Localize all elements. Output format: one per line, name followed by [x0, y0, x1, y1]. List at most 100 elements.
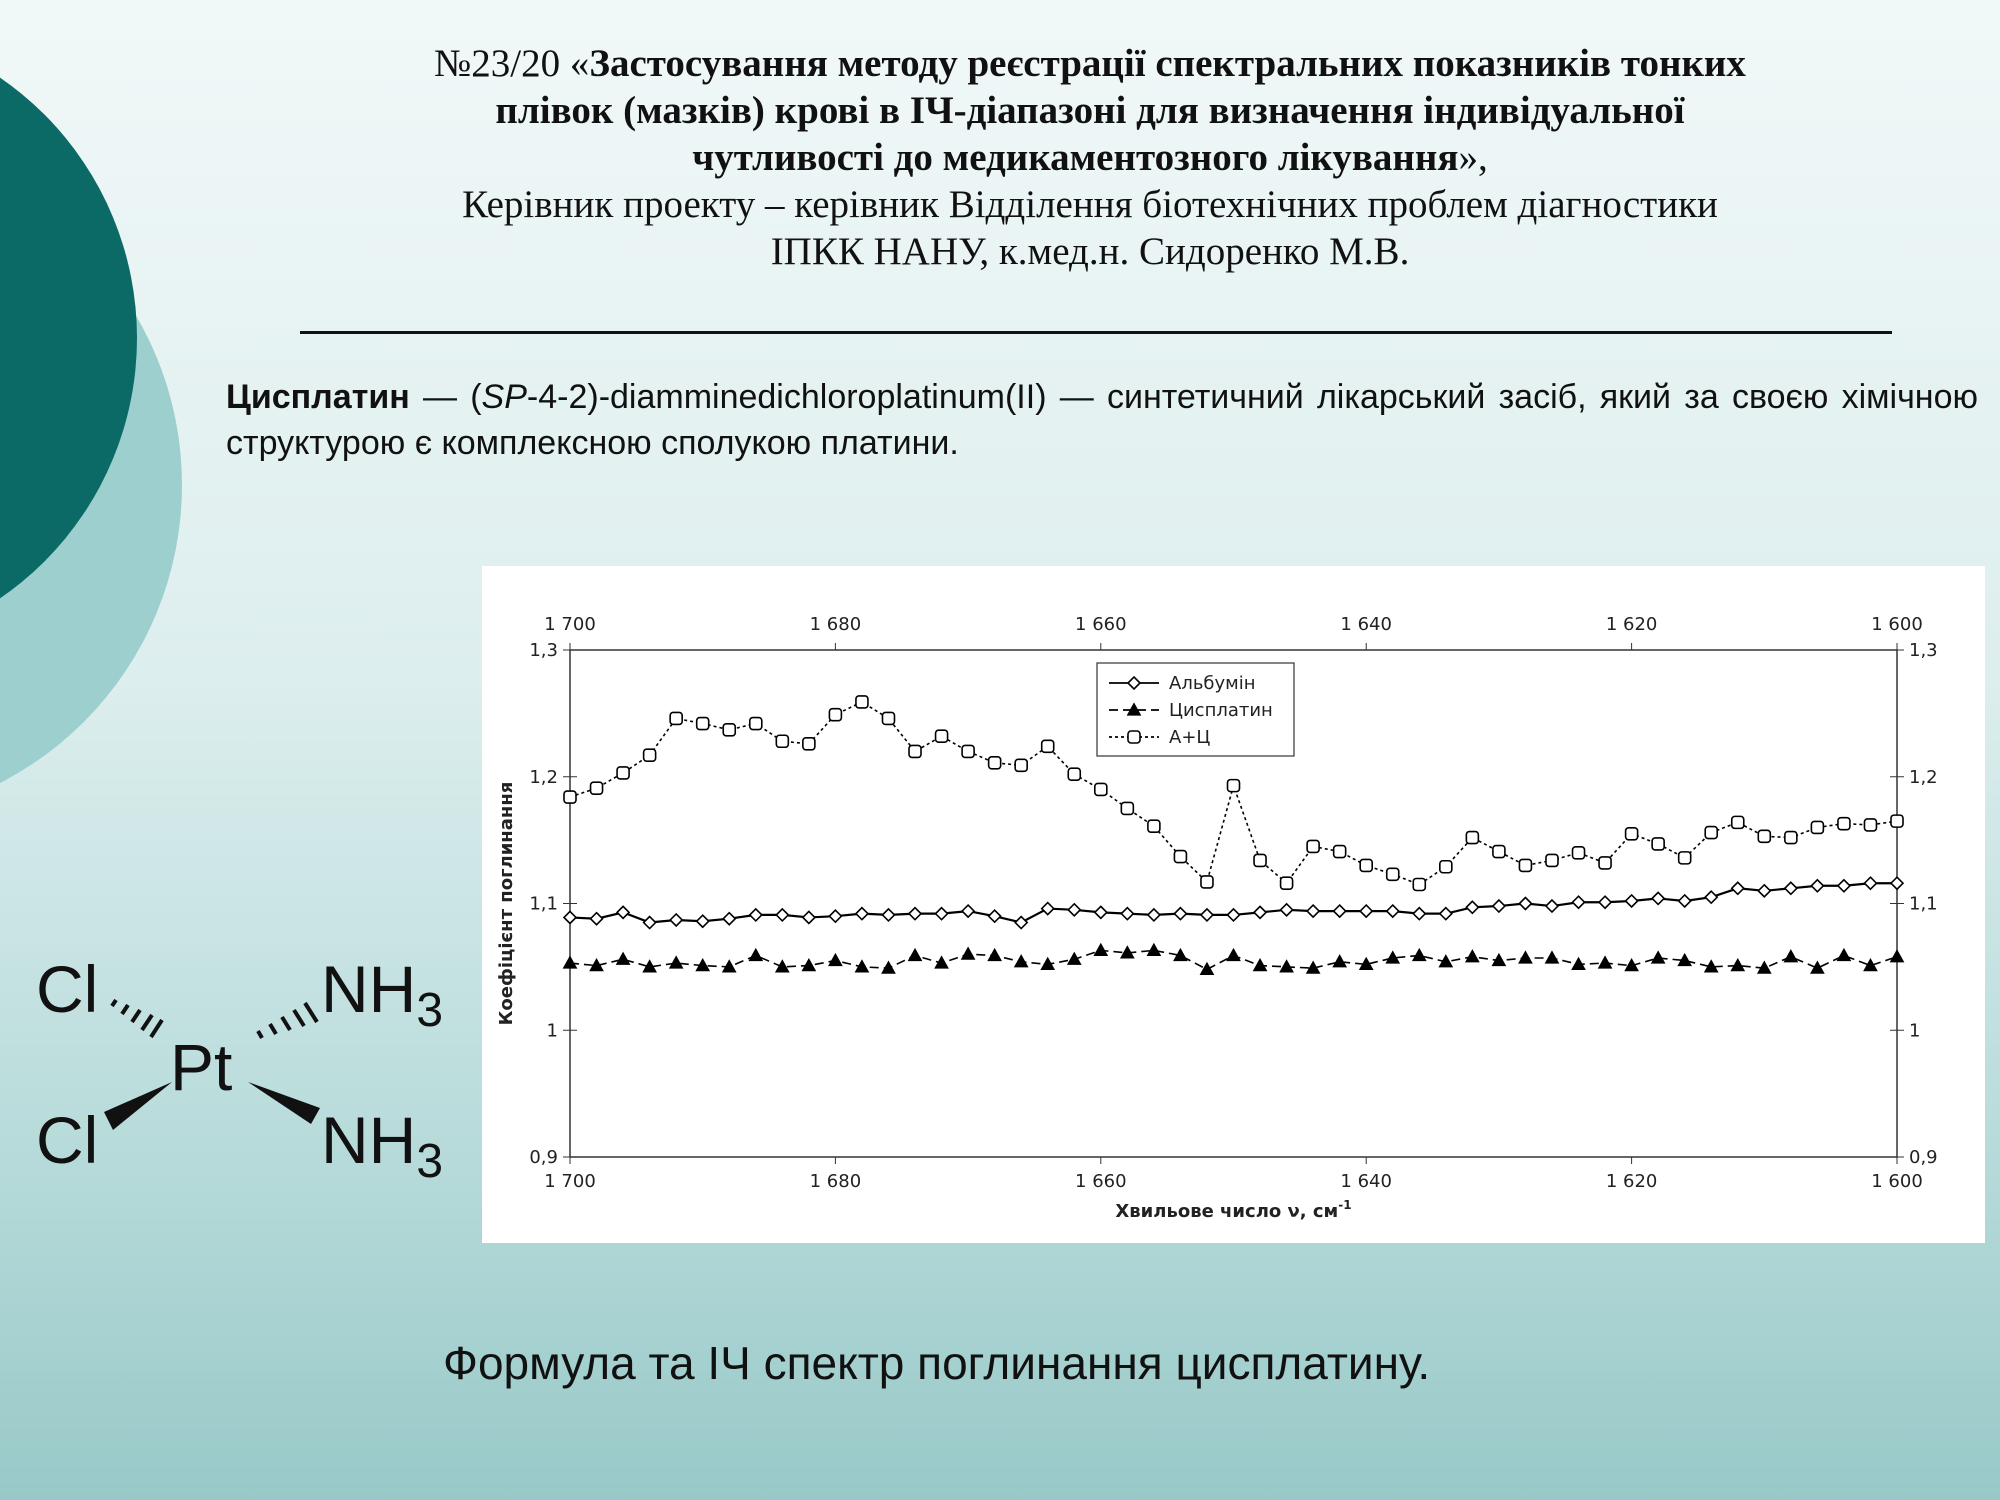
- marker: [801, 910, 816, 925]
- marker: [1199, 907, 1215, 923]
- marker: [1624, 957, 1639, 972]
- marker: [1465, 830, 1480, 845]
- marker: [1704, 890, 1719, 905]
- marker: [1491, 898, 1507, 914]
- decoration: [0, 77, 182, 783]
- marker: [1358, 956, 1374, 970]
- x-tick-label: 1 680: [810, 1171, 862, 1192]
- marker: [1439, 859, 1453, 874]
- marker: [1306, 839, 1320, 854]
- marker: [775, 734, 790, 749]
- marker: [934, 955, 949, 969]
- marker: [1040, 739, 1055, 754]
- marker: [1014, 758, 1028, 773]
- marker: [1890, 814, 1904, 828]
- marker: [1013, 954, 1029, 968]
- marker: [1837, 816, 1851, 831]
- marker: [562, 955, 578, 969]
- marker: [615, 951, 631, 965]
- marker: [987, 756, 1002, 770]
- marker: [1810, 820, 1825, 835]
- marker: [1650, 950, 1666, 964]
- marker: [802, 736, 816, 751]
- wedge-bond: [248, 1082, 320, 1124]
- marker: [1252, 957, 1268, 972]
- marker: [1040, 901, 1055, 916]
- marker: [563, 790, 577, 804]
- marker: [695, 914, 710, 929]
- marker: [1412, 906, 1427, 921]
- marker: [1651, 891, 1666, 906]
- marker: [1226, 907, 1241, 923]
- marker: [1571, 845, 1586, 860]
- group: NH3: [321, 952, 443, 1037]
- marker: [1571, 956, 1586, 970]
- marker: [1146, 907, 1162, 923]
- marker: [1126, 675, 1142, 691]
- marker: [1757, 883, 1772, 898]
- marker: [1126, 702, 1142, 716]
- marker: [1253, 853, 1267, 868]
- marker: [748, 907, 763, 923]
- circle-dark: [0, 77, 137, 599]
- subscript: 3: [416, 1135, 443, 1188]
- marker: [1730, 881, 1745, 896]
- marker: [695, 716, 710, 731]
- marker: [1863, 818, 1878, 832]
- marker: [695, 957, 711, 972]
- y-tick-label: 1: [547, 1020, 558, 1041]
- marker: [1252, 905, 1268, 920]
- group: NH3: [321, 1103, 443, 1188]
- intro: Цисплатин — (SP-4-2)-diamminedichloropla…: [226, 374, 1978, 466]
- x-tick-label: 1 600: [1871, 1171, 1923, 1192]
- marker: [669, 912, 684, 928]
- header: №23/20 «Застосування методу реєстрації с…: [290, 40, 1890, 275]
- title-close: »,: [1458, 136, 1488, 179]
- title-line: плівок (мазків) крові в ІЧ-діапазоні для…: [290, 87, 1890, 134]
- marker: [1173, 947, 1188, 962]
- marker: [828, 952, 843, 967]
- title: плівок (мазків) крові в ІЧ-діапазоні для…: [495, 89, 1685, 132]
- marker: [828, 909, 843, 924]
- marker: [1703, 959, 1719, 973]
- marker: [1385, 903, 1400, 919]
- marker: [589, 957, 604, 972]
- y-tick-label: 1,2: [529, 767, 558, 788]
- marker: [1889, 876, 1905, 891]
- title: чутливості до медикаментозного лікування: [692, 136, 1459, 179]
- marker: [1836, 878, 1852, 893]
- x-axis-label: Хвильове число ν, см-1: [1115, 1198, 1351, 1222]
- marker: [1438, 906, 1453, 921]
- y-tick-label: 1,1: [1909, 894, 1938, 915]
- marker: [1332, 844, 1347, 859]
- title: Застосування методу реєстрації спектраль…: [589, 42, 1746, 85]
- y-tick-label: 0,9: [1909, 1147, 1938, 1168]
- marker: [615, 905, 631, 920]
- marker: [1730, 815, 1745, 830]
- marker: [1465, 900, 1480, 915]
- marker: [774, 959, 790, 973]
- marker: [1279, 876, 1294, 891]
- marker: [987, 909, 1002, 924]
- marker: [1438, 954, 1454, 968]
- term: Цисплатин: [226, 378, 410, 416]
- x-tick-label: 1 620: [1606, 1171, 1658, 1192]
- marker: [960, 946, 976, 960]
- marker: [722, 911, 737, 926]
- marker: [934, 906, 949, 921]
- x-tick-label: 1 700: [544, 1171, 596, 1192]
- marker: [1147, 819, 1161, 833]
- marker: [1465, 949, 1480, 963]
- marker: [668, 955, 684, 969]
- chart: 1 700 1 700 1 680 1 680 1 660 1 660 1 640 1 640…: [482, 566, 1985, 1243]
- marker: [1359, 903, 1374, 919]
- marker: [1863, 957, 1878, 972]
- marker: [642, 915, 657, 930]
- marker: [1518, 858, 1533, 873]
- marker: [1067, 767, 1082, 782]
- marker: [1200, 875, 1214, 889]
- marker: [1810, 878, 1825, 893]
- marker: [1359, 858, 1374, 873]
- marker: [589, 911, 604, 926]
